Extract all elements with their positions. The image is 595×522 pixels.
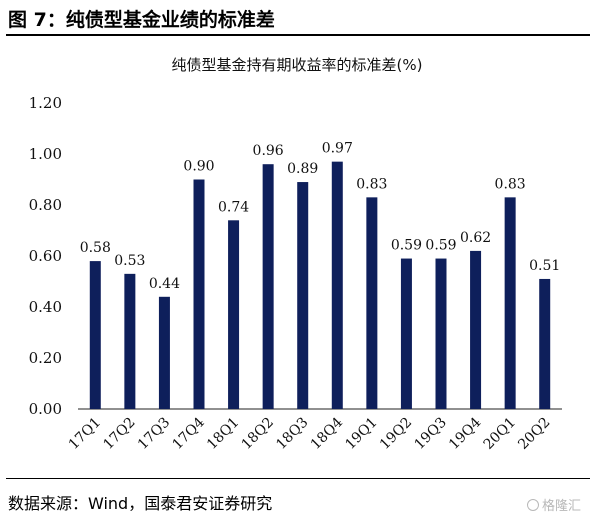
data-label-19Q3: 0.59 <box>425 238 456 254</box>
top-rule <box>6 34 590 36</box>
x-axis-labels: 17Q117Q217Q317Q418Q118Q218Q318Q419Q119Q2… <box>66 414 554 452</box>
bar-18Q4 <box>331 161 343 409</box>
bar-20Q1 <box>504 197 516 409</box>
bar-18Q2 <box>262 164 274 409</box>
bar-18Q1 <box>228 220 240 409</box>
bottom-rule <box>6 478 590 479</box>
x-tick-label: 17Q4 <box>170 414 208 452</box>
data-label-19Q1: 0.83 <box>356 176 387 192</box>
watermark-text: 格隆汇 <box>541 499 581 514</box>
bar-19Q4 <box>470 250 482 409</box>
x-tick-label: 18Q4 <box>308 414 346 452</box>
x-tick-label: 18Q3 <box>273 415 311 453</box>
y-tick-label: 1.00 <box>29 145 62 163</box>
y-tick-label: 0.40 <box>29 298 62 316</box>
data-label-17Q4: 0.90 <box>183 159 214 175</box>
data-label-20Q1: 0.83 <box>495 176 526 192</box>
x-tick-label: 20Q1 <box>481 415 519 453</box>
source-note: 数据来源：Wind，国泰君安证券研究 <box>8 494 273 513</box>
x-tick-label: 19Q4 <box>446 414 484 452</box>
y-tick-label: 0.60 <box>29 247 62 265</box>
data-label-18Q1: 0.74 <box>218 199 249 215</box>
x-tick-label: 18Q1 <box>204 415 242 453</box>
y-tick-label: 1.20 <box>29 94 62 112</box>
data-label-17Q3: 0.44 <box>149 276 180 292</box>
bar-19Q1 <box>366 197 378 409</box>
y-axis-ticks: 0.00 0.20 0.40 0.60 0.80 1.00 1.20 <box>29 94 62 418</box>
bar-18Q3 <box>297 182 309 409</box>
bars-group <box>89 161 551 409</box>
data-label-20Q2: 0.51 <box>529 258 560 274</box>
bar-17Q1 <box>89 261 101 409</box>
bar-17Q4 <box>193 179 205 409</box>
bar-chart: 纯债型基金持有期收益率的标准差(%) 0.00 0.20 0.40 0.60 0.80 1… <box>29 56 562 453</box>
y-tick-label: 0.80 <box>29 196 62 214</box>
y-tick-label: 0.00 <box>29 400 62 418</box>
data-label-18Q4: 0.97 <box>322 141 353 157</box>
bar-19Q3 <box>435 258 447 409</box>
bar-20Q2 <box>539 278 551 409</box>
bar-19Q2 <box>400 258 412 409</box>
data-label-18Q2: 0.96 <box>253 143 284 159</box>
data-labels-group: 0.580.530.44 0.90 0.74 0.960.890.97 0.83 0.59… <box>80 141 561 292</box>
chart-title: 纯债型基金持有期收益率的标准差(%) <box>172 56 423 74</box>
x-tick-label: 18Q2 <box>239 415 277 453</box>
data-label-17Q2: 0.53 <box>114 253 145 269</box>
x-tick-label: 17Q1 <box>66 415 104 453</box>
x-tick-label: 19Q3 <box>412 415 450 453</box>
bar-17Q2 <box>124 273 136 409</box>
bar-17Q3 <box>158 296 170 409</box>
data-label-19Q2: 0.59 <box>391 238 422 254</box>
x-tick-label: 19Q2 <box>377 415 415 453</box>
x-tick-label: 20Q2 <box>515 415 553 453</box>
watermark: 格隆汇 <box>526 495 581 514</box>
x-tick-label: 17Q2 <box>100 415 138 453</box>
x-tick-label: 17Q3 <box>135 415 173 453</box>
data-label-17Q1: 0.58 <box>80 240 111 256</box>
y-tick-label: 0.20 <box>29 349 62 367</box>
data-label-18Q3: 0.89 <box>287 161 318 177</box>
figure-title: 图 7：纯债型基金业绩的标准差 <box>8 9 275 31</box>
x-tick-label: 19Q1 <box>342 415 380 453</box>
data-label-19Q4: 0.62 <box>460 230 491 246</box>
watermark-logo-icon <box>526 498 539 511</box>
